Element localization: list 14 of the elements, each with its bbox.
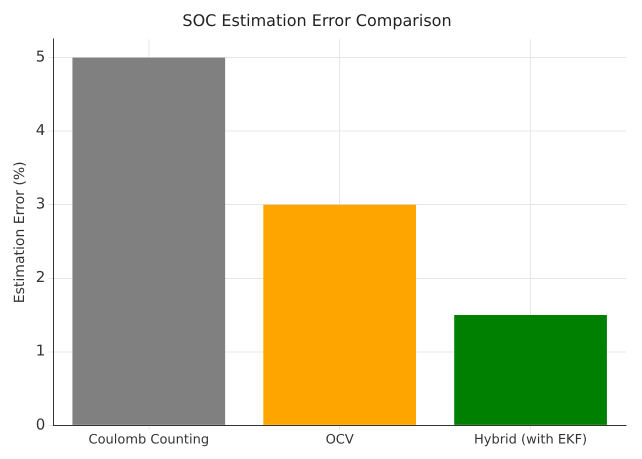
y-tick-label: 5 — [36, 47, 46, 66]
y-tick-label: 2 — [36, 268, 46, 286]
x-tick-label: OCV — [326, 432, 354, 448]
bar — [454, 315, 607, 425]
y-axis-title: Estimation Error (%) — [12, 161, 28, 304]
x-tick-label: Coulomb Counting — [88, 432, 210, 448]
bar — [263, 204, 416, 425]
y-tick-label: 1 — [36, 342, 46, 360]
x-tick-label: Hybrid (with EKF) — [474, 432, 588, 448]
y-tick-label: 0 — [36, 415, 46, 434]
y-tick-label: 4 — [36, 121, 46, 140]
y-tick-label: 3 — [36, 194, 46, 213]
chart-title: SOC Estimation Error Comparison — [182, 10, 452, 30]
bar — [72, 58, 226, 425]
